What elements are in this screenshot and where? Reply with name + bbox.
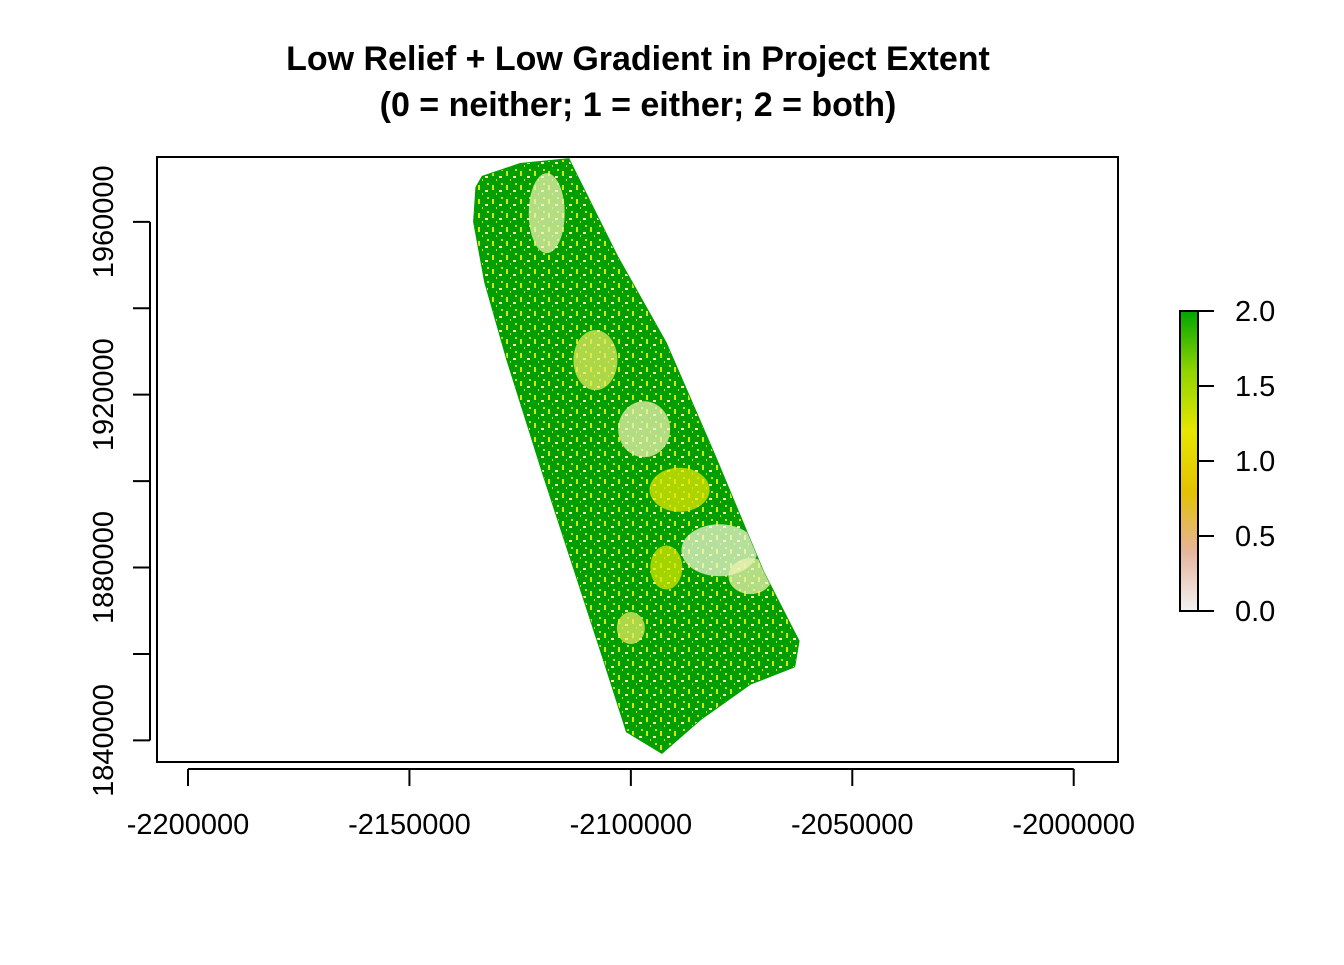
x-tick-label: -2150000 — [348, 809, 471, 841]
x-tick-label: -2200000 — [127, 809, 250, 841]
raster-highlights — [528, 173, 773, 645]
x-tick-label: -2100000 — [570, 809, 693, 841]
raster-patch — [573, 330, 618, 391]
legend-colorbar — [1179, 310, 1199, 612]
raster-patch — [649, 467, 710, 512]
y-axis: 1840000 1880000 1920000 1960000 — [88, 165, 151, 797]
plot-frame — [156, 156, 1119, 763]
legend-tick-label: 0.5 — [1235, 521, 1275, 553]
raster-extent — [473, 158, 800, 755]
raster-layer — [473, 158, 800, 755]
raster-patch — [618, 401, 671, 458]
legend-tick-label: 1.0 — [1235, 446, 1275, 478]
x-tick-label: -2000000 — [1012, 809, 1135, 841]
x-axis: -2200000 -2150000 -2100000 -2050000 -2000000 — [127, 768, 1135, 841]
y-tick-label: 1960000 — [88, 165, 120, 278]
y-tick-label: 1840000 — [88, 684, 120, 797]
y-tick-label: 1880000 — [88, 511, 120, 624]
legend-tick-label: 1.5 — [1235, 371, 1275, 403]
legend-tick-label: 0.0 — [1235, 596, 1275, 628]
raster-patch — [528, 173, 565, 254]
legend: 2.0 1.5 1.0 0.5 0.0 — [1179, 296, 1275, 628]
chart-subtitle: (0 = neither; 1 = either; 2 = both) — [380, 86, 897, 124]
x-tick-label: -2050000 — [791, 809, 914, 841]
raster-patch — [728, 558, 773, 595]
legend-tick-label: 2.0 — [1235, 296, 1275, 328]
chart-title: Low Relief + Low Gradient in Project Ext… — [286, 40, 990, 78]
raster-patch — [650, 545, 683, 590]
raster-patch — [616, 612, 645, 645]
y-tick-label: 1920000 — [88, 338, 120, 451]
